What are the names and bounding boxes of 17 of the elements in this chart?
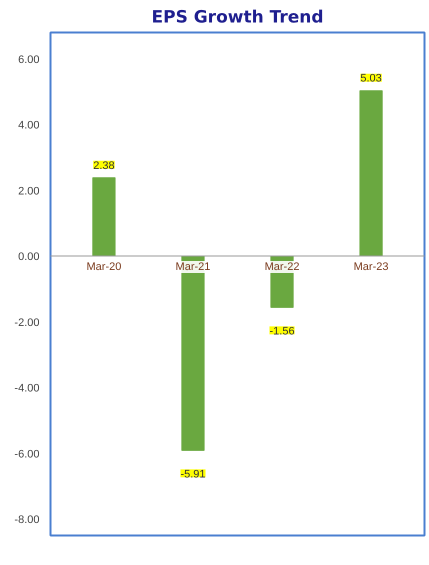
y-tick-label: 0.00 [18, 251, 40, 264]
y-tick-label: 4.00 [18, 120, 40, 132]
y-tick-label: 2.00 [18, 185, 40, 198]
x-tick-label: Mar-22 [264, 261, 300, 274]
bar [359, 90, 383, 257]
y-tick-label: -4.00 [14, 382, 40, 395]
x-tick-label: Mar-21 [176, 261, 210, 274]
y-tick-label: -2.00 [14, 316, 40, 329]
chart-title: EPS Growth Trend [151, 8, 324, 28]
bar [92, 177, 116, 257]
x-tick-label: Mar-23 [354, 261, 388, 274]
y-tick-label: -8.00 [14, 514, 40, 526]
x-tick-label: Mar-20 [86, 261, 122, 274]
y-tick-label: 6.00 [18, 54, 40, 66]
data-label: -5.91 [180, 468, 206, 480]
data-label: -1.56 [269, 325, 295, 338]
y-tick-label: -6.00 [14, 448, 40, 460]
